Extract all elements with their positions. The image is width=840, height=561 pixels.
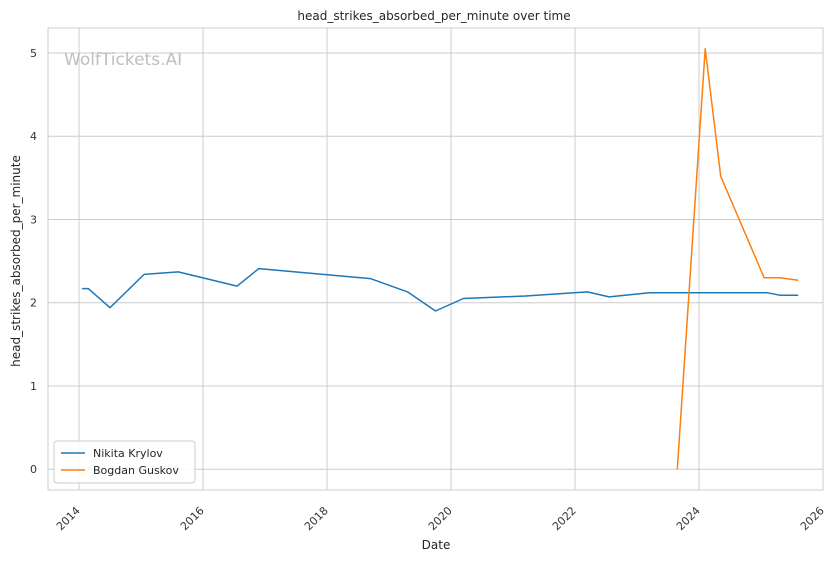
plot-frame	[47, 27, 824, 491]
x-tick-label: 2018	[302, 504, 331, 533]
y-tick-labels: 0 1 2 3 4 5	[30, 47, 37, 476]
y-tick-label: 1	[30, 380, 37, 393]
x-tick-label: 2026	[798, 504, 827, 533]
x-tick-labels: 2014 2016 2018 2020 2022 2024 2026	[54, 504, 827, 533]
x-tick-label: 2016	[178, 504, 207, 533]
y-axis-label: head_strikes_absorbed_per_minute	[9, 155, 23, 367]
legend: Nikita Krylov Bogdan Guskov	[53, 440, 196, 484]
series-layer	[82, 48, 799, 470]
y-tick-label: 2	[30, 297, 37, 310]
chart-title: head_strikes_absorbed_per_minute over ti…	[297, 9, 570, 23]
y-tick-label: 0	[30, 463, 37, 476]
x-tick-label: 2014	[54, 504, 83, 533]
x-axis-label: Date	[422, 538, 451, 552]
grid	[48, 28, 824, 490]
legend-label: Nikita Krylov	[93, 447, 163, 460]
series-line-0	[82, 267, 799, 312]
y-tick-label: 3	[30, 213, 37, 226]
x-tick-label: 2022	[550, 504, 579, 533]
x-tick-label: 2020	[426, 504, 455, 533]
legend-label: Bogdan Guskov	[93, 464, 179, 477]
legend-box	[53, 440, 196, 484]
y-tick-label: 4	[30, 130, 37, 143]
watermark-text: WolfTickets.AI	[64, 50, 182, 70]
y-tick-label: 5	[30, 47, 37, 60]
x-tick-label: 2024	[674, 504, 703, 533]
series-line-1	[676, 48, 799, 470]
